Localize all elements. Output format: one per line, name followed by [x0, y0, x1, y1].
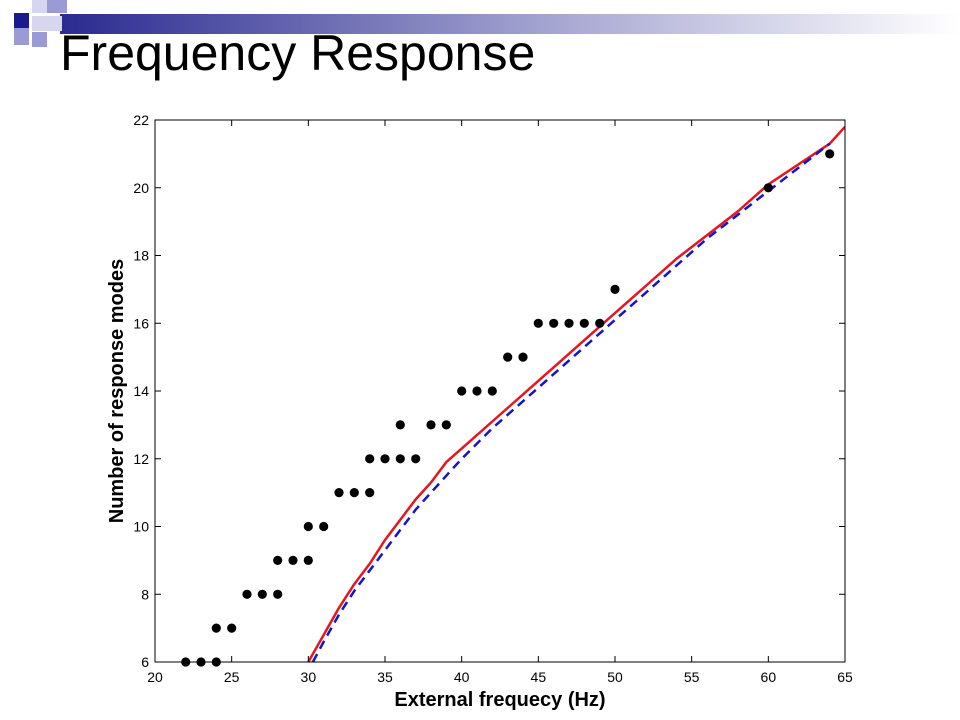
data-point: [549, 318, 559, 328]
x-tick-label: 45: [531, 669, 547, 685]
deco-square-2: [32, 0, 47, 13]
data-point: [610, 284, 620, 294]
data-point: [579, 318, 589, 328]
data-point: [273, 589, 283, 599]
data-point: [288, 555, 298, 566]
x-tick-label: 20: [147, 669, 163, 685]
data-point: [319, 521, 329, 532]
y-tick-label: 14: [133, 383, 149, 399]
x-axis-label: External frequecy (Hz): [394, 689, 605, 711]
y-tick-label: 10: [133, 519, 149, 535]
slide-title: Frequency Response: [60, 25, 536, 81]
data-point: [825, 149, 835, 159]
y-axis-label: Number of response modes: [106, 259, 128, 524]
data-point: [365, 454, 375, 464]
data-point: [487, 386, 497, 396]
data-point: [533, 318, 543, 328]
data-point: [518, 352, 528, 362]
x-tick-label: 35: [377, 669, 393, 685]
deco-square-3: [47, 0, 67, 13]
data-point: [426, 420, 436, 430]
series-line-solid: [307, 125, 845, 662]
x-tick-label: 30: [301, 669, 317, 685]
data-point: [242, 589, 252, 599]
deco-square-6: [32, 32, 47, 47]
y-tick-label: 20: [133, 180, 149, 196]
x-tick-label: 40: [454, 669, 470, 685]
data-point: [411, 454, 421, 464]
data-point: [211, 623, 221, 633]
data-point: [303, 521, 313, 532]
plot-background: [155, 120, 845, 662]
data-point: [365, 488, 375, 498]
y-tick-label: 6: [141, 654, 149, 670]
data-point: [273, 555, 283, 566]
y-tick-label: 12: [133, 451, 149, 467]
data-point: [763, 183, 773, 193]
x-tick-label: 55: [684, 669, 700, 685]
data-point: [349, 488, 359, 498]
deco-square-1: [14, 13, 29, 28]
deco-square-7: [47, 16, 62, 31]
data-point: [472, 386, 482, 396]
data-point: [227, 623, 237, 633]
y-tick-label: 16: [133, 315, 149, 331]
x-tick-label: 50: [607, 669, 623, 685]
data-point: [457, 386, 467, 396]
data-point: [303, 555, 313, 566]
deco-square-4: [14, 28, 29, 45]
data-point: [257, 589, 267, 599]
slide-decoration: [14, 0, 960, 47]
x-tick-label: 25: [224, 669, 240, 685]
y-tick-label: 18: [133, 248, 149, 264]
data-point: [595, 318, 605, 328]
data-point: [564, 318, 574, 328]
x-tick-label: 60: [761, 669, 777, 685]
data-point: [380, 454, 390, 464]
deco-square-5: [32, 16, 47, 31]
data-point: [441, 420, 451, 430]
x-tick-label: 65: [837, 669, 853, 685]
y-tick-label: 8: [141, 586, 149, 602]
data-point: [395, 420, 405, 430]
data-point: [503, 352, 513, 362]
data-point: [334, 488, 344, 498]
y-tick-label: 22: [133, 112, 149, 128]
data-point: [395, 454, 405, 464]
deco-bar: [60, 14, 960, 34]
